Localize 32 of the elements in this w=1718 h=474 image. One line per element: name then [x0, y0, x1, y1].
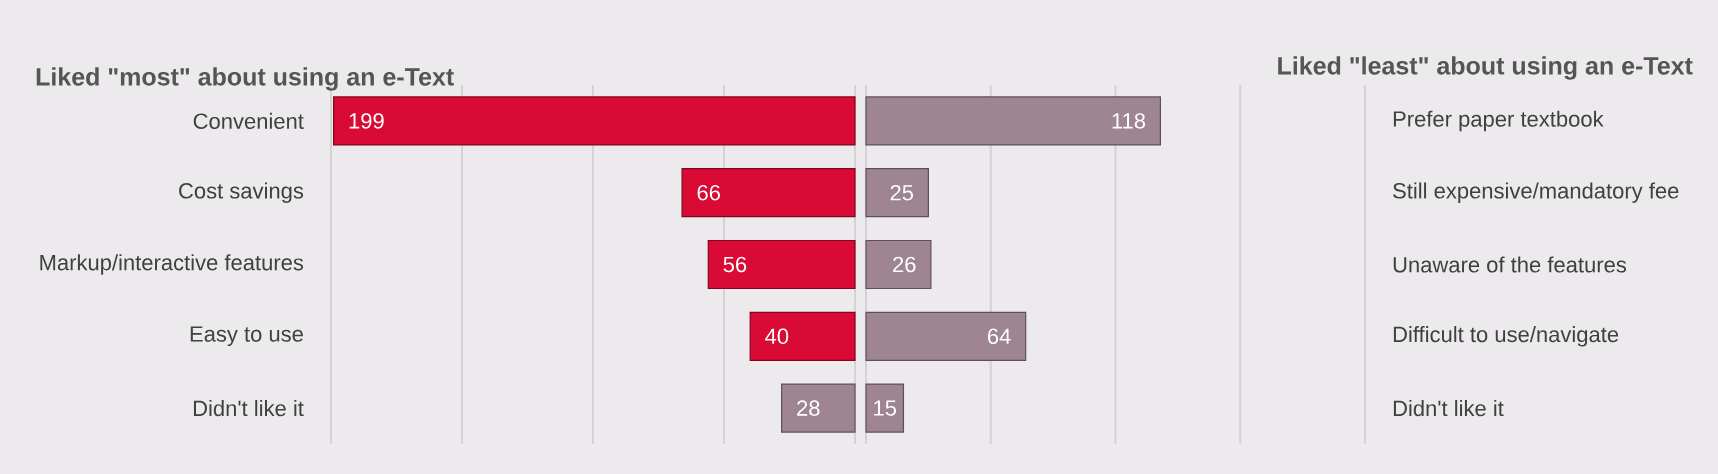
bar	[749, 311, 856, 361]
y-tick-label: Convenient	[193, 112, 304, 129]
y-tick-label: Cost savings	[179, 182, 304, 203]
data-label: 118	[1112, 113, 1146, 129]
bar	[707, 239, 856, 290]
data-label: 40	[765, 328, 789, 345]
y-tick-label: Still expensive/mandatory fee	[1393, 182, 1679, 203]
bar	[681, 168, 856, 218]
text: Liked "least" about using an e-Text	[1278, 56, 1693, 80]
bar	[865, 96, 1162, 146]
y-tick-label: Easy to use	[190, 326, 303, 347]
bar	[865, 311, 1027, 361]
y-tick-label: Didn't like it	[1393, 400, 1504, 417]
data-label: 15	[874, 400, 897, 416]
data-label: 66	[697, 184, 720, 201]
y-tick-label: Markup/interactive features	[40, 254, 304, 275]
data-label: 64	[987, 328, 1011, 345]
y-tick-label: Prefer paper textbook	[1393, 110, 1604, 132]
data-label: 26	[893, 256, 916, 273]
bar	[333, 96, 856, 146]
bar	[865, 168, 929, 218]
y-tick-label: Difficult to use/navigate	[1393, 326, 1619, 347]
data-label: 28	[797, 400, 820, 416]
chart-title: Liked "most" about using an e-Text	[36, 67, 454, 91]
bar	[865, 383, 905, 433]
data-label: 25	[890, 184, 914, 201]
y-tick-label: Unaware of the features	[1393, 256, 1627, 273]
data-label: 199	[349, 113, 384, 129]
bar	[865, 239, 932, 290]
data-label: 56	[723, 256, 747, 273]
y-tick-label: Didn't like it	[193, 400, 304, 417]
bar	[781, 383, 856, 433]
